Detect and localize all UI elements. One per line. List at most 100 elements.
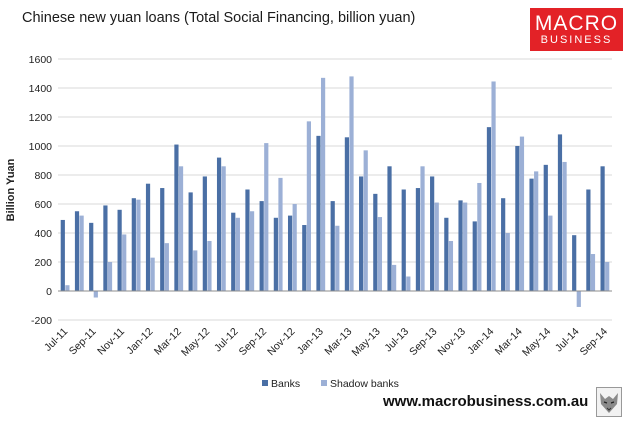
bar-banks (316, 135, 321, 291)
x-tick-label: May-14 (520, 326, 553, 359)
bar-shadow-banks (562, 161, 567, 291)
bar-shadow-banks (605, 262, 610, 291)
bar-shadow-banks (178, 166, 184, 291)
y-tick-label: -200 (31, 315, 52, 327)
bar-banks (231, 212, 236, 291)
x-tick-label: Jan-12 (124, 326, 155, 357)
bar-banks (586, 189, 591, 291)
bar-banks (486, 127, 492, 292)
bar-shadow-banks (193, 250, 198, 291)
bar-banks (415, 188, 421, 291)
y-tick-label: 600 (34, 199, 52, 211)
x-tick-label: Sep-13 (407, 326, 440, 359)
y-tick-label: 1200 (29, 112, 53, 124)
bar-banks (501, 198, 506, 291)
bar-shadow-banks (463, 202, 468, 291)
bar-banks (145, 183, 151, 291)
bar-shadow-banks (235, 217, 240, 291)
bar-shadow-banks (221, 166, 226, 291)
bar-shadow-banks (590, 254, 596, 291)
bar-banks (557, 134, 563, 291)
bar-shadow-banks (349, 76, 354, 292)
bar-shadow-banks (107, 262, 113, 291)
bar-banks (529, 178, 534, 292)
x-tick-label: Mar-14 (493, 326, 525, 358)
bar-shadow-banks (491, 81, 496, 291)
bar-shadow-banks (448, 240, 454, 291)
bar-banks (430, 176, 435, 291)
bar-shadow-banks (519, 136, 525, 291)
bar-banks (344, 137, 350, 291)
bar-shadow-banks (122, 234, 127, 291)
bar-banks (401, 189, 406, 291)
x-tick-label: Mar-12 (152, 326, 184, 358)
x-tick-label: Sep-12 (237, 326, 270, 359)
bar-banks (89, 222, 94, 291)
bar-banks (600, 166, 605, 291)
legend-swatch-shadow-banks (321, 380, 327, 386)
bar-banks (515, 146, 520, 291)
bar-banks (287, 215, 293, 291)
bar-banks (273, 217, 278, 291)
bar-banks (103, 205, 108, 291)
bar-shadow-banks (420, 166, 425, 291)
y-tick-label: 800 (34, 170, 52, 182)
bar-banks (188, 192, 193, 291)
bar-shadow-banks (505, 233, 510, 291)
y-tick-label: 1000 (29, 141, 53, 153)
bar-shadow-banks (335, 225, 340, 291)
y-tick-label: 1600 (29, 54, 53, 66)
bar-shadow-banks (79, 215, 84, 291)
legend-label-banks: Banks (271, 378, 300, 390)
bar-shadow-banks (434, 202, 439, 291)
bar-banks (245, 189, 250, 291)
bar-shadow-banks (249, 211, 255, 291)
bar-banks (160, 188, 165, 291)
x-tick-label: Sep-14 (578, 326, 611, 359)
bar-banks (174, 144, 179, 291)
bar-banks (216, 157, 222, 291)
bar-banks (74, 211, 80, 291)
x-tick-label: Mar-13 (322, 326, 354, 358)
chart-title: Chinese new yuan loans (Total Social Fin… (22, 10, 416, 26)
bar-shadow-banks (363, 150, 368, 291)
website-link[interactable]: www.macrobusiness.com.au (383, 393, 589, 410)
bar-shadow-banks (164, 243, 169, 291)
y-tick-label: 0 (46, 286, 52, 298)
bar-shadow-banks (477, 182, 482, 291)
y-tick-label: 200 (34, 257, 52, 269)
bar-banks (387, 166, 392, 291)
macrobusiness-logo: MACRO BUSINESS (530, 8, 623, 51)
bar-banks (444, 217, 449, 291)
bar-shadow-banks (150, 257, 155, 291)
bar-shadow-banks (278, 177, 283, 291)
bar-shadow-banks (264, 143, 269, 291)
bar-shadow-banks (136, 199, 141, 291)
bars (60, 76, 610, 307)
bar-shadow-banks (320, 77, 326, 291)
bar-banks (373, 193, 378, 291)
bar-banks (543, 164, 548, 291)
y-tick-label: 400 (34, 228, 52, 240)
x-tick-label: May-12 (179, 326, 212, 359)
bar-shadow-banks (392, 264, 397, 291)
bar-banks (302, 225, 307, 291)
legend-swatch-banks (262, 380, 268, 386)
bar-banks (330, 201, 335, 291)
logo-line-1: MACRO (534, 12, 619, 35)
bar-banks (458, 200, 463, 292)
bar-shadow-banks (534, 171, 539, 292)
legend-label-shadow-banks: Shadow banks (330, 378, 399, 390)
bar-shadow-banks (548, 215, 553, 291)
x-tick-label: Nov-13 (436, 326, 469, 359)
bar-shadow-banks (292, 204, 297, 291)
bar-banks (202, 176, 207, 291)
bar-shadow-banks (65, 285, 70, 291)
y-tick-label: 1400 (29, 83, 53, 95)
bar-shadow-banks (576, 291, 581, 307)
x-tick-label: Jan-13 (295, 326, 326, 357)
bar-shadow-banks (377, 217, 383, 291)
x-tick-label: May-13 (349, 326, 382, 359)
grid-lines (58, 58, 612, 321)
